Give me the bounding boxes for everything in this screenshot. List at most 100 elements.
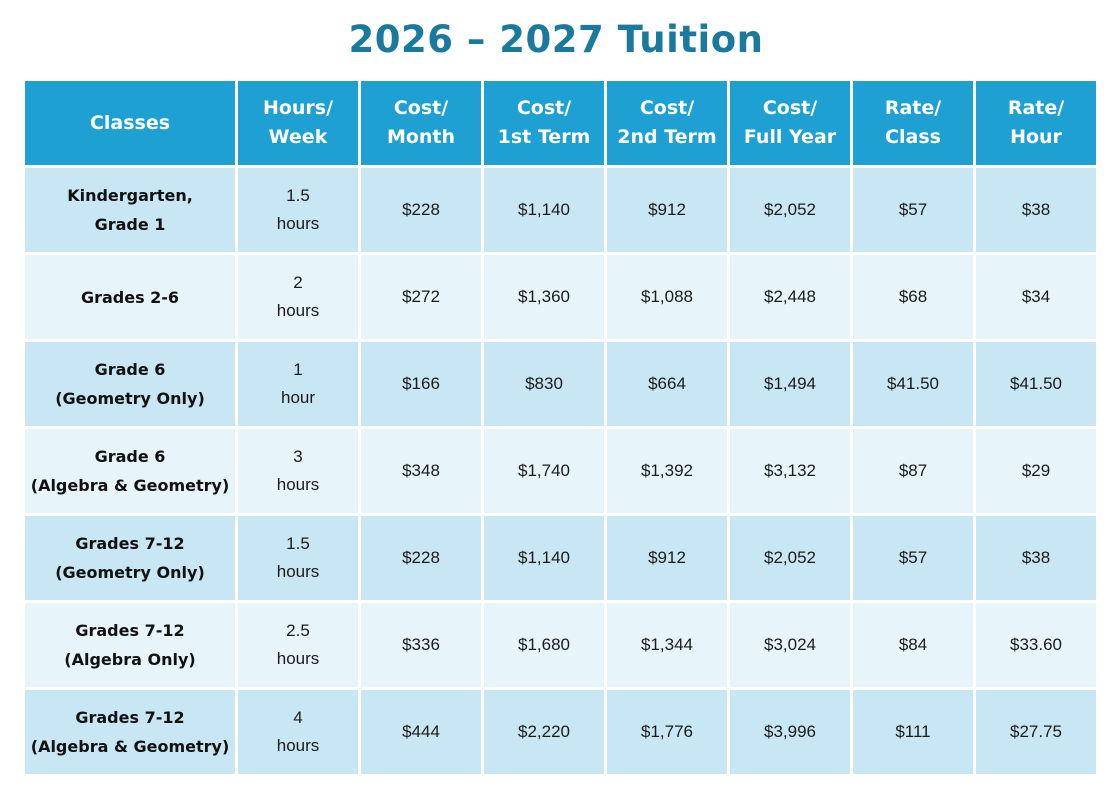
tuition-table-body: Kindergarten, Grade 1 1.5 hours $228 $1,140 $9… <box>25 168 1096 774</box>
rate-class-cell: $87 <box>853 429 973 513</box>
table-row: Grades 2-6 2 hours $272 $1,360 $1,088 $2,448 $6… <box>25 255 1096 339</box>
hours-line: hours <box>276 736 320 755</box>
hours-line: 3 <box>293 447 303 466</box>
cost-month-cell: $228 <box>361 168 481 252</box>
cost-2nd-term-cell: $664 <box>607 342 727 426</box>
header-rate-hour: Rate/ Hour <box>976 81 1096 165</box>
cost-month-cell: $166 <box>361 342 481 426</box>
header-line: 1st Term <box>497 126 591 148</box>
header-cost-full-year: Cost/ Full Year <box>730 81 850 165</box>
cost-month-cell: $444 <box>361 690 481 774</box>
cost-1st-term-cell: $1,740 <box>484 429 604 513</box>
cost-full-year-cell: $2,052 <box>730 168 850 252</box>
page-title: 2026 – 2027 Tuition <box>348 18 764 61</box>
table-row: Grade 6 (Geometry Only) 1 hour $166 $830 $664 $… <box>25 342 1096 426</box>
rate-hour-cell: $29 <box>976 429 1096 513</box>
cost-full-year-cell: $2,448 <box>730 255 850 339</box>
header-line: Week <box>268 126 328 148</box>
cost-2nd-term-cell: $1,088 <box>607 255 727 339</box>
cost-1st-term-cell: $2,220 <box>484 690 604 774</box>
cost-month-cell: $336 <box>361 603 481 687</box>
class-name-line: Grades 7-12 <box>75 534 185 553</box>
header-line: Hours/ <box>262 97 334 119</box>
tuition-table: Classes Hours/ Week Cost/ Month Cost/ 1s… <box>22 78 1099 777</box>
rate-class-cell: $57 <box>853 168 973 252</box>
class-name-line: (Algebra & Geometry) <box>30 476 230 495</box>
class-name-cell: Grades 7-12 (Algebra Only) <box>25 603 235 687</box>
hours-week-cell: 3 hours <box>238 429 358 513</box>
header-line: Cost/ <box>393 97 449 119</box>
cost-1st-term-cell: $1,360 <box>484 255 604 339</box>
hours-week-cell: 1.5 hours <box>238 516 358 600</box>
cost-2nd-term-cell: $1,392 <box>607 429 727 513</box>
header-line: Full Year <box>743 126 837 148</box>
hours-line: hours <box>276 475 320 494</box>
class-name-cell: Grade 6 (Algebra & Geometry) <box>25 429 235 513</box>
cost-full-year-cell: $3,024 <box>730 603 850 687</box>
class-name-cell: Grades 7-12 (Geometry Only) <box>25 516 235 600</box>
class-name-line: Grades 7-12 <box>75 621 185 640</box>
hours-line: 1 <box>293 360 303 379</box>
rate-hour-cell: $27.75 <box>976 690 1096 774</box>
cost-full-year-cell: $2,052 <box>730 516 850 600</box>
header-line: Rate/ <box>1007 97 1065 119</box>
rate-hour-cell: $34 <box>976 255 1096 339</box>
rate-hour-cell: $38 <box>976 516 1096 600</box>
hours-week-cell: 2.5 hours <box>238 603 358 687</box>
header-line: Cost/ <box>639 97 695 119</box>
class-name-line: Grades 2-6 <box>80 287 180 307</box>
rate-hour-cell: $38 <box>976 168 1096 252</box>
rate-class-cell: $84 <box>853 603 973 687</box>
header-line: Cost/ <box>516 97 572 119</box>
table-row: Grades 7-12 (Algebra Only) 2.5 hours $336 $1,… <box>25 603 1096 687</box>
cost-2nd-term-cell: $1,776 <box>607 690 727 774</box>
hours-week-cell: 1.5 hours <box>238 168 358 252</box>
cost-month-cell: $348 <box>361 429 481 513</box>
class-name-cell: Grades 2-6 <box>25 255 235 339</box>
header-line: Class <box>885 126 941 148</box>
hours-line: 2 <box>293 273 303 292</box>
cost-2nd-term-cell: $912 <box>607 516 727 600</box>
header-classes: Classes <box>25 81 235 165</box>
rate-class-cell: $68 <box>853 255 973 339</box>
class-name-cell: Kindergarten, Grade 1 <box>25 168 235 252</box>
header-hours-week: Hours/ Week <box>238 81 358 165</box>
rate-class-cell: $57 <box>853 516 973 600</box>
hours-line: hours <box>276 649 320 668</box>
hours-line: hour <box>280 388 316 407</box>
hours-line: hours <box>276 562 320 581</box>
rate-hour-cell: $33.60 <box>976 603 1096 687</box>
header-line: 2nd Term <box>617 126 717 148</box>
class-name-line: Grades 7-12 <box>75 708 185 727</box>
hours-week-cell: 1 hour <box>238 342 358 426</box>
class-name-cell: Grades 7-12 (Algebra & Geometry) <box>25 690 235 774</box>
cost-2nd-term-cell: $912 <box>607 168 727 252</box>
header-cost-1st-term: Cost/ 1st Term <box>484 81 604 165</box>
header-line: Month <box>386 126 456 148</box>
class-name-line: Kindergarten, <box>67 186 193 205</box>
header-cost-month: Cost/ Month <box>361 81 481 165</box>
class-name-line: (Geometry Only) <box>55 389 205 408</box>
cost-full-year-cell: $3,132 <box>730 429 850 513</box>
class-name-line: Grade 1 <box>94 215 166 234</box>
cost-full-year-cell: $3,996 <box>730 690 850 774</box>
table-row: Kindergarten, Grade 1 1.5 hours $228 $1,140 $9… <box>25 168 1096 252</box>
header-line: Rate/ <box>884 97 942 119</box>
class-name-line: (Algebra & Geometry) <box>30 737 230 756</box>
header-row: Classes Hours/ Week Cost/ Month Cost/ 1s… <box>25 81 1096 165</box>
rate-class-cell: $41.50 <box>853 342 973 426</box>
class-name-line: Grade 6 <box>94 447 166 466</box>
header-line: Hour <box>1010 126 1062 148</box>
hours-line: 1.5 <box>286 186 310 205</box>
header-line: Classes <box>89 111 171 134</box>
cost-2nd-term-cell: $1,344 <box>607 603 727 687</box>
header-line: Cost/ <box>762 97 818 119</box>
rate-class-cell: $111 <box>853 690 973 774</box>
hours-line: 4 <box>293 708 303 727</box>
header-cost-2nd-term: Cost/ 2nd Term <box>607 81 727 165</box>
table-row: Grade 6 (Algebra & Geometry) 3 hours $348 $1,… <box>25 429 1096 513</box>
hours-week-cell: 2 hours <box>238 255 358 339</box>
class-name-line: (Algebra Only) <box>64 650 196 669</box>
cost-1st-term-cell: $1,140 <box>484 168 604 252</box>
table-row: Grades 7-12 (Algebra & Geometry) 4 hours $44… <box>25 690 1096 774</box>
